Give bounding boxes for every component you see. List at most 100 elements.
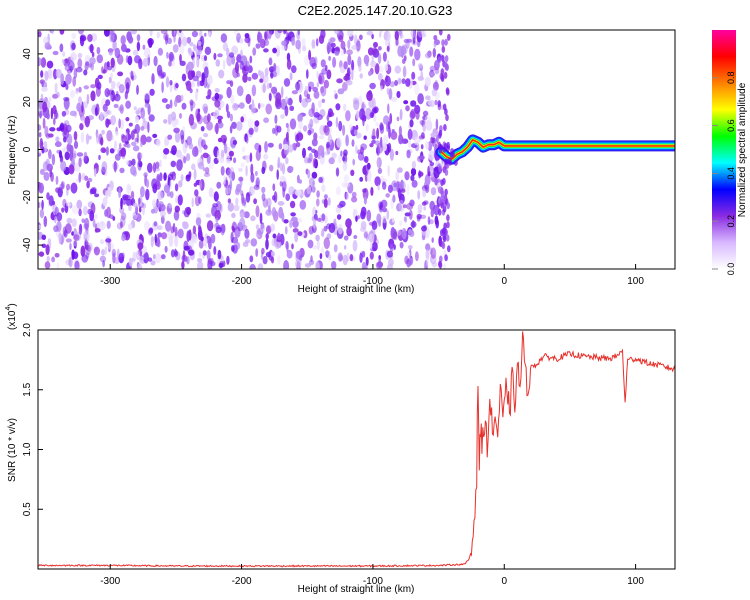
noise-speckle bbox=[220, 166, 225, 176]
noise-speckle bbox=[69, 144, 74, 155]
noise-speckle bbox=[105, 238, 112, 243]
noise-speckle bbox=[217, 115, 223, 121]
noise-speckle bbox=[369, 82, 376, 90]
noise-speckle bbox=[392, 194, 396, 203]
noise-speckle bbox=[169, 99, 173, 109]
noise-speckle bbox=[194, 189, 199, 197]
noise-speckle bbox=[66, 217, 73, 224]
noise-speckle bbox=[399, 180, 406, 191]
colorbar-tick-label: 0.6 bbox=[726, 119, 736, 132]
noise-speckle bbox=[186, 80, 192, 91]
noise-speckle bbox=[86, 180, 90, 189]
noise-speckle bbox=[194, 195, 201, 207]
noise-speckle bbox=[208, 239, 212, 250]
noise-speckle bbox=[199, 30, 203, 38]
noise-speckle bbox=[170, 111, 177, 121]
noise-speckle bbox=[430, 170, 435, 178]
noise-speckle bbox=[130, 190, 135, 200]
noise-speckle bbox=[255, 180, 260, 189]
noise-speckle bbox=[311, 39, 316, 49]
noise-speckle bbox=[270, 256, 275, 264]
noise-speckle bbox=[359, 108, 366, 121]
noise-speckle bbox=[379, 65, 384, 73]
noise-speckle bbox=[170, 160, 177, 168]
noise-speckle bbox=[169, 179, 173, 190]
noise-speckle bbox=[137, 263, 143, 269]
noise-speckle bbox=[225, 158, 231, 164]
noise-speckle bbox=[351, 69, 354, 81]
noise-speckle bbox=[226, 111, 231, 119]
noise-speckle bbox=[280, 86, 284, 98]
y-tick-label: 20 bbox=[22, 96, 33, 108]
noise-speckle bbox=[345, 110, 351, 122]
noise-speckle bbox=[278, 143, 283, 150]
noise-speckle bbox=[38, 110, 44, 117]
noise-speckle bbox=[276, 125, 282, 133]
noise-speckle bbox=[396, 203, 402, 212]
noise-speckle bbox=[80, 245, 86, 257]
noise-speckle bbox=[71, 231, 74, 236]
noise-speckle bbox=[149, 30, 153, 37]
noise-speckle bbox=[156, 139, 161, 147]
noise-speckle bbox=[154, 233, 157, 244]
noise-speckle bbox=[193, 168, 197, 180]
noise-speckle bbox=[43, 215, 48, 228]
noise-speckle bbox=[71, 205, 79, 215]
noise-speckle bbox=[66, 183, 71, 191]
noise-speckle bbox=[105, 190, 109, 200]
noise-speckle bbox=[203, 133, 209, 138]
noise-speckle bbox=[140, 141, 143, 148]
noise-speckle bbox=[373, 107, 377, 114]
noise-speckle bbox=[68, 60, 75, 71]
noise-speckle bbox=[400, 45, 407, 56]
noise-speckle bbox=[121, 43, 127, 53]
noise-speckle bbox=[430, 136, 435, 144]
noise-speckle bbox=[136, 41, 141, 52]
noise-speckle bbox=[104, 246, 108, 256]
snr-multiplier: (x104) bbox=[5, 303, 18, 330]
noise-speckle bbox=[109, 30, 115, 35]
noise-speckle bbox=[45, 244, 50, 256]
noise-speckle bbox=[366, 90, 373, 102]
noise-speckle bbox=[285, 122, 289, 129]
noise-speckle bbox=[175, 118, 179, 126]
noise-speckle bbox=[72, 76, 77, 87]
noise-speckle bbox=[196, 80, 201, 87]
noise-speckle bbox=[316, 82, 320, 88]
noise-speckle bbox=[375, 122, 379, 127]
noise-speckle bbox=[315, 38, 319, 47]
noise-speckle bbox=[83, 151, 88, 162]
x-tick-label: -100 bbox=[363, 576, 383, 587]
noise-speckle bbox=[307, 81, 315, 90]
noise-speckle bbox=[186, 153, 191, 162]
noise-speckle bbox=[355, 132, 362, 139]
noise-speckle bbox=[368, 70, 372, 77]
noise-speckle bbox=[270, 251, 275, 257]
x-tick-label: -200 bbox=[232, 276, 252, 287]
noise-speckle bbox=[424, 52, 432, 59]
noise-speckle bbox=[443, 263, 446, 269]
noise-speckle bbox=[285, 157, 289, 165]
x-tick-label: -200 bbox=[232, 576, 252, 587]
trace-blob bbox=[443, 142, 448, 149]
noise-speckle bbox=[160, 73, 165, 79]
noise-speckle bbox=[411, 160, 416, 169]
noise-speckle bbox=[335, 103, 341, 111]
noise-speckle bbox=[313, 90, 320, 99]
noise-speckle bbox=[352, 240, 358, 252]
noise-speckle bbox=[442, 233, 447, 241]
noise-speckle bbox=[394, 65, 402, 74]
noise-speckle bbox=[360, 210, 366, 220]
noise-speckle bbox=[272, 70, 277, 78]
noise-speckle bbox=[137, 159, 142, 171]
noise-speckle bbox=[73, 240, 78, 247]
noise-speckle bbox=[41, 199, 44, 210]
noise-speckle bbox=[191, 197, 194, 208]
noise-speckle bbox=[40, 57, 47, 68]
noise-speckle bbox=[274, 124, 279, 136]
noise-speckle bbox=[148, 227, 154, 234]
noise-speckle bbox=[177, 194, 183, 206]
noise-speckle bbox=[204, 167, 210, 175]
noise-speckle bbox=[371, 135, 377, 140]
noise-speckle bbox=[160, 254, 166, 260]
